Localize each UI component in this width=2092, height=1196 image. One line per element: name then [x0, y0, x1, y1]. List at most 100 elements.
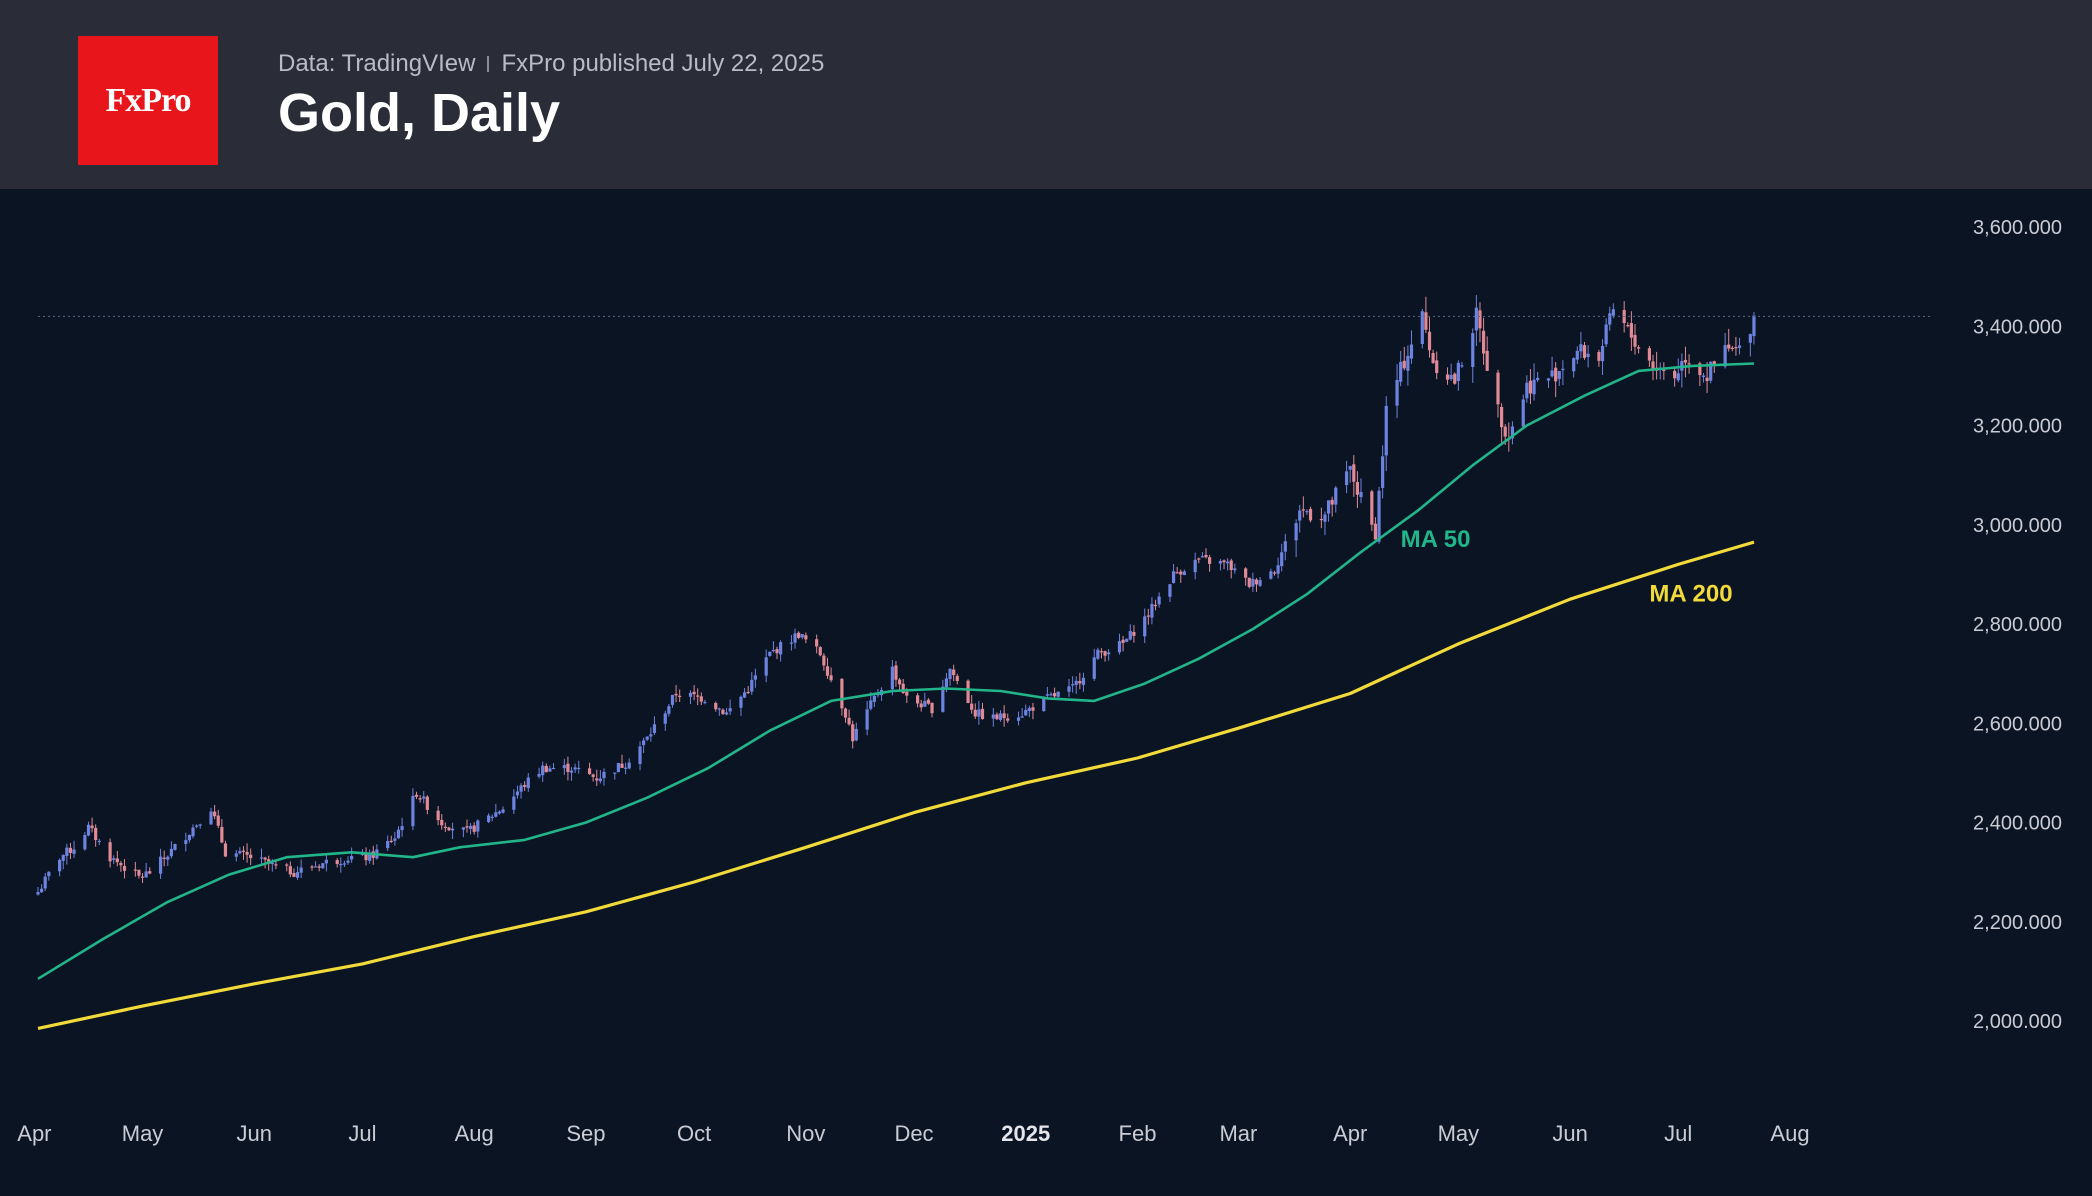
candle: [1002, 705, 1006, 727]
candle: [523, 781, 527, 791]
candle-body: [310, 866, 314, 868]
candle: [1572, 357, 1576, 378]
candle: [966, 679, 970, 704]
candle: [1326, 500, 1331, 522]
candle: [1229, 558, 1233, 579]
candle: [1395, 364, 1399, 419]
candle-body: [714, 702, 718, 710]
candle: [83, 832, 87, 851]
candle-body: [450, 828, 455, 831]
candle-body: [58, 859, 62, 872]
candle: [1283, 533, 1287, 561]
publisher-info: FxPro published July 22, 2025: [501, 50, 825, 77]
candle-body: [490, 816, 494, 818]
candle-body: [1024, 709, 1028, 716]
candle-body: [746, 691, 750, 694]
candle-body: [1460, 365, 1464, 367]
y-tick-label: 2,400.000: [1973, 813, 2062, 835]
header-bar: FxPro Data: TradingVIew FxPro published …: [0, 0, 2092, 189]
candle: [61, 854, 65, 870]
candle: [980, 702, 985, 720]
candle-body: [1381, 456, 1385, 488]
candle: [1629, 311, 1633, 351]
candle-body: [742, 692, 747, 698]
candle: [350, 847, 354, 863]
candle-body: [1633, 334, 1637, 347]
candle-body: [602, 771, 606, 779]
candle: [389, 835, 393, 843]
candle: [245, 843, 249, 863]
candle-body: [270, 862, 274, 865]
candle-body: [1071, 684, 1075, 686]
candle-body: [292, 873, 296, 877]
candle-body: [678, 695, 682, 697]
candle: [515, 785, 520, 799]
candle-body: [1651, 361, 1655, 371]
candle-body: [299, 867, 303, 873]
candle: [288, 861, 292, 878]
candle: [1132, 625, 1136, 643]
candle-body: [1121, 639, 1125, 643]
candle-body: [1406, 355, 1410, 371]
annotations-layer: MA 50 MA 200: [1401, 526, 1733, 608]
candle: [1269, 568, 1273, 580]
candle-body: [952, 669, 956, 676]
candle-body: [494, 812, 498, 817]
candle-body: [1193, 559, 1197, 573]
candle-body: [1171, 571, 1176, 583]
candle: [1355, 471, 1360, 508]
candle-body: [61, 854, 65, 861]
y-tick-label: 2,000.000: [1973, 1011, 2062, 1033]
candle-body: [753, 675, 757, 680]
candle: [1730, 345, 1734, 352]
candle: [65, 843, 69, 865]
candle: [894, 661, 898, 687]
candle: [577, 760, 581, 774]
candle: [1254, 577, 1259, 592]
candle-body: [916, 695, 920, 704]
candle-body: [119, 862, 123, 866]
candle: [494, 803, 498, 818]
candle-body: [1431, 353, 1435, 364]
candle-body: [389, 840, 393, 843]
candle-body: [1521, 399, 1525, 427]
candle-body: [1301, 509, 1305, 511]
candle: [851, 720, 855, 749]
candle-body: [1600, 346, 1605, 362]
candle: [1081, 672, 1086, 692]
candle-body: [750, 679, 754, 692]
candle: [591, 773, 595, 782]
x-tick-label: Aug: [1770, 1121, 1809, 1146]
candle-body: [779, 642, 783, 655]
candle: [241, 846, 246, 860]
candle-body: [1481, 330, 1486, 354]
candle-body: [944, 678, 949, 688]
candle-body: [768, 651, 772, 656]
candle: [919, 699, 923, 712]
candle: [1546, 377, 1551, 388]
candle: [140, 873, 145, 883]
candle-body: [166, 856, 170, 860]
candle-body: [865, 709, 869, 730]
candle-body: [184, 840, 188, 844]
candle: [1272, 570, 1277, 576]
candle-body: [941, 686, 945, 712]
candle-body: [169, 848, 173, 857]
candle: [613, 772, 617, 780]
candle: [750, 672, 754, 695]
candle: [1427, 317, 1432, 358]
candle-body: [1081, 677, 1086, 685]
candle-body: [840, 678, 844, 709]
candle-body: [1500, 406, 1504, 428]
candle: [313, 861, 318, 868]
candle: [1510, 421, 1515, 445]
y-axis: 2,000.000 2,200.000 2,400.000 2,600.000 2,80…: [1973, 217, 2062, 1033]
candle-body: [818, 647, 822, 656]
candle-body: [144, 871, 148, 878]
candle: [447, 826, 451, 832]
candle: [688, 690, 693, 705]
x-tick-label: Jul: [348, 1121, 376, 1146]
candle: [144, 862, 148, 878]
candle-body: [775, 649, 779, 654]
